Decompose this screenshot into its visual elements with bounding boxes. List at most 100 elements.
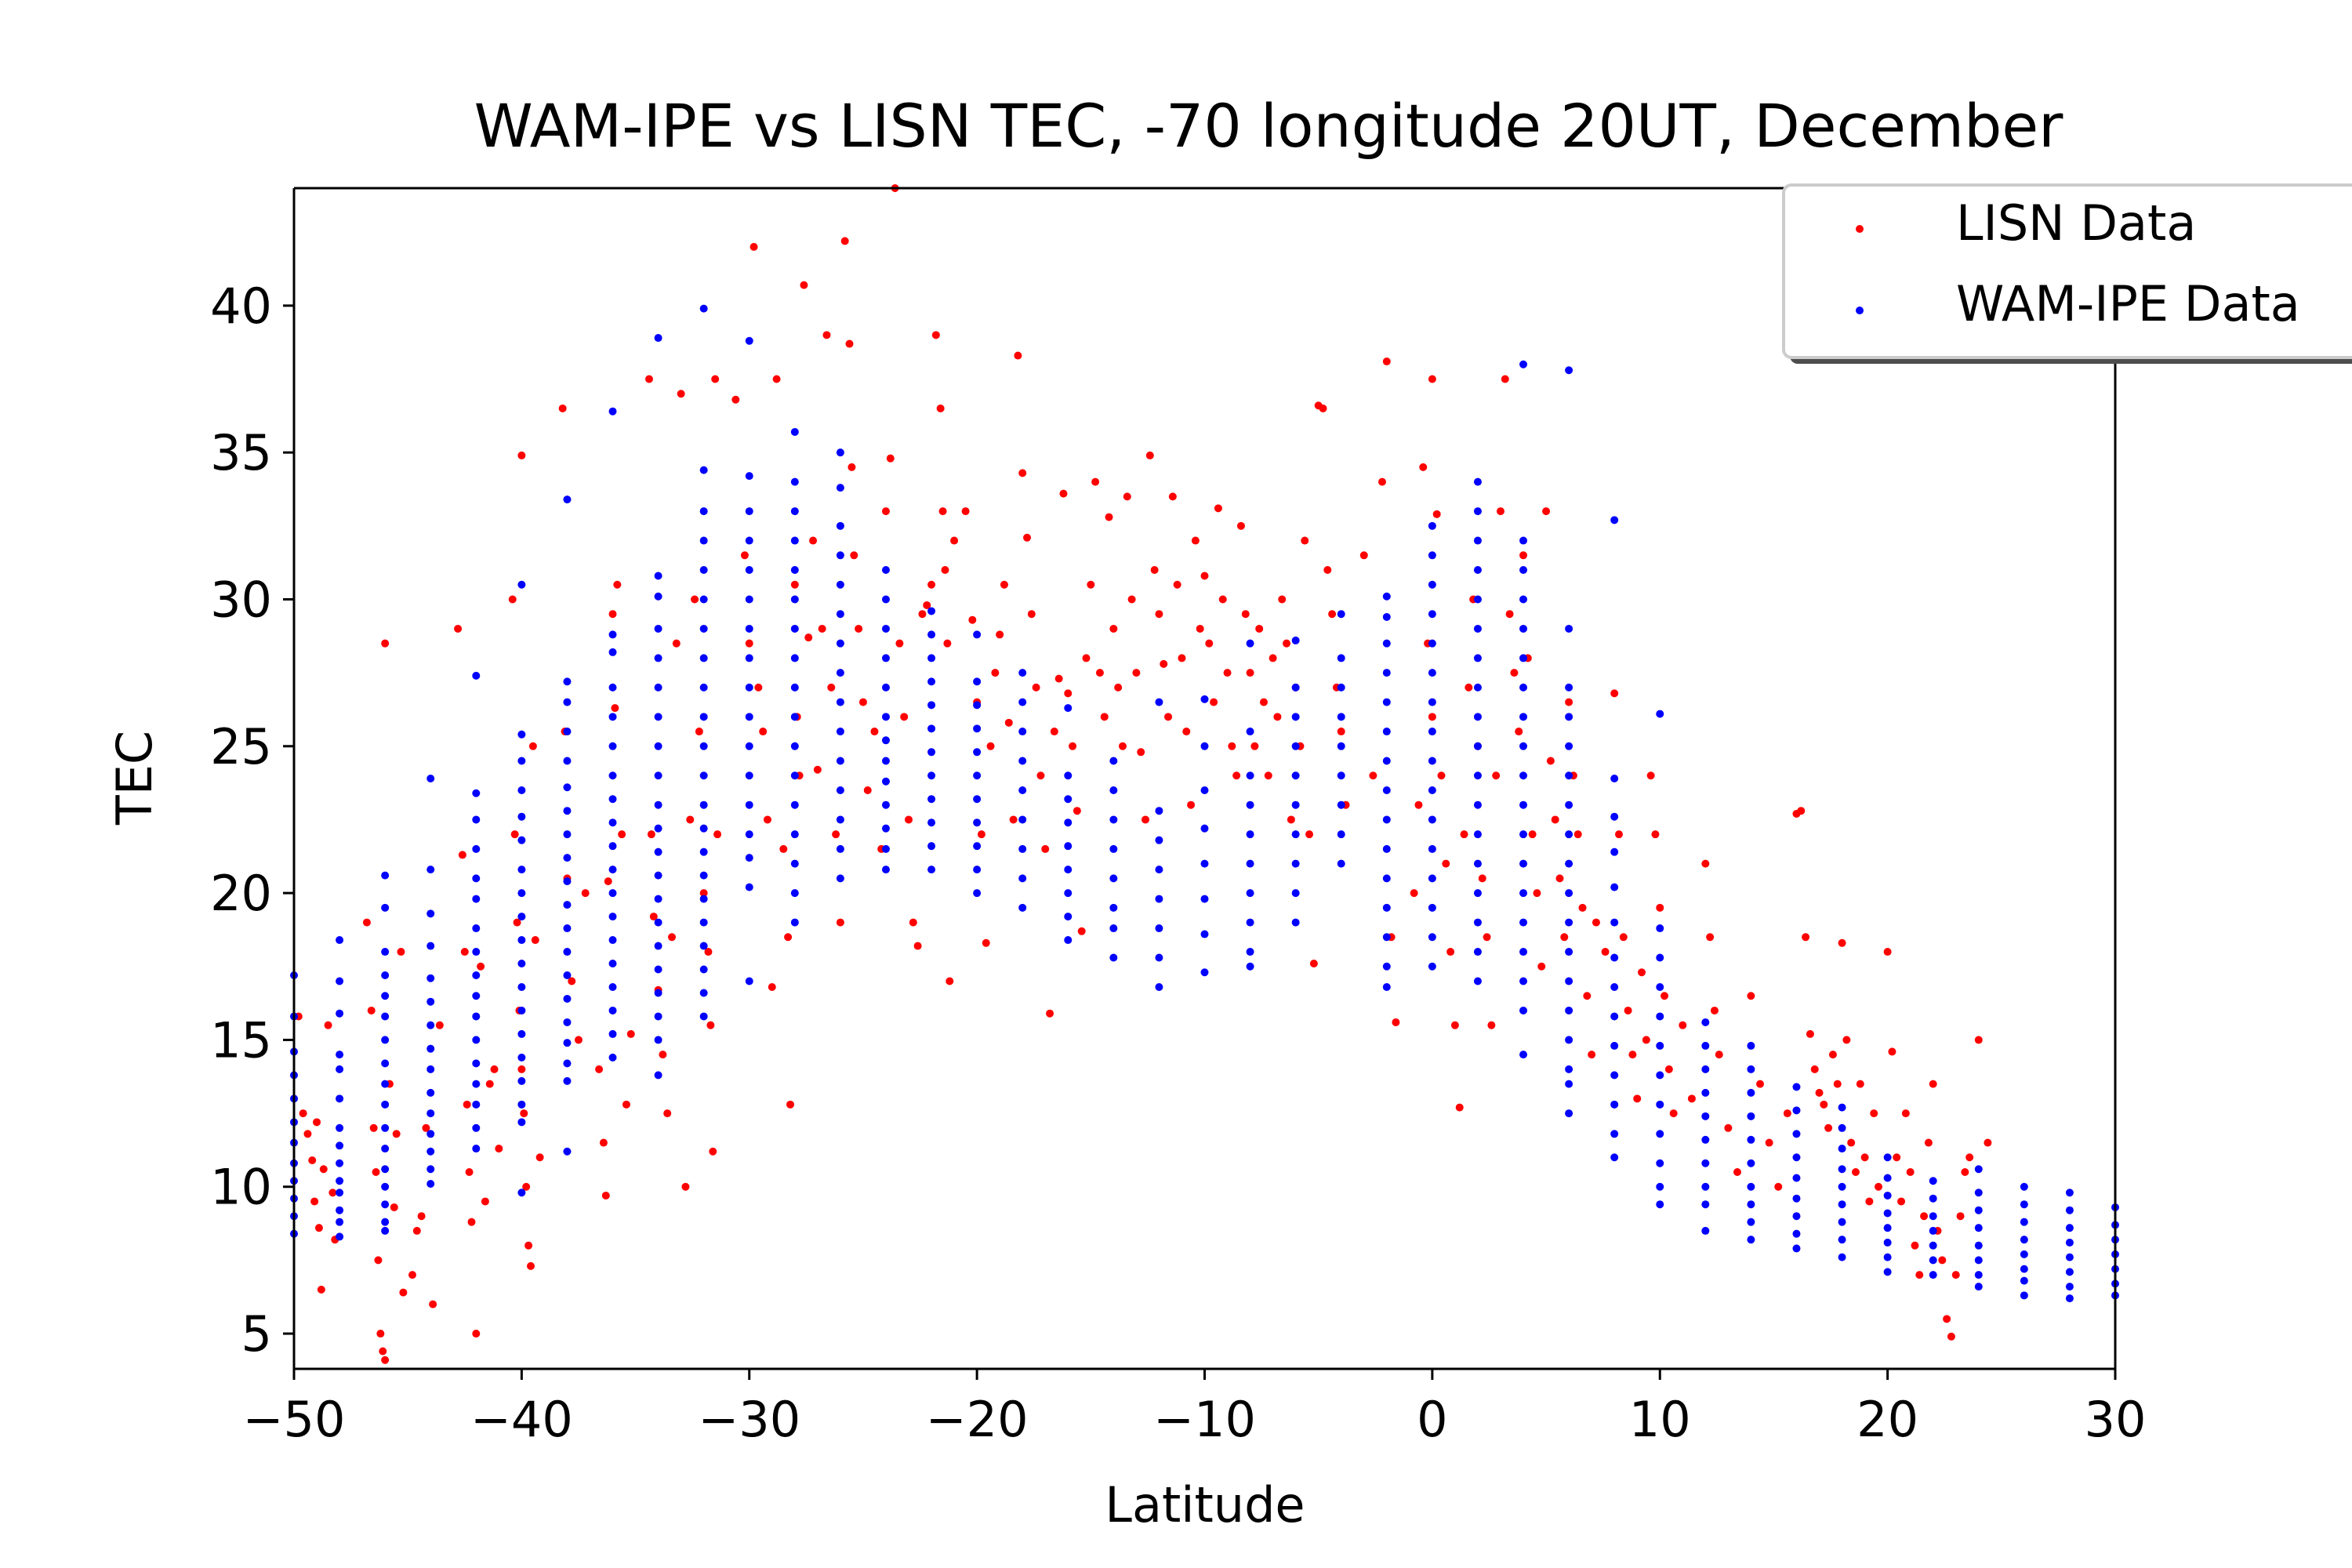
- lisn-data-point: [1965, 1153, 1974, 1162]
- wam-ipe-data-point: [472, 971, 481, 979]
- lisn-data-point: [1601, 948, 1610, 956]
- lisn-data-point: [848, 463, 856, 471]
- lisn-data-point: [923, 601, 931, 609]
- lisn-data-point: [832, 830, 840, 839]
- lisn-data-point: [1091, 477, 1100, 486]
- wam-ipe-data-point: [1382, 815, 1391, 824]
- lisn-data-point: [1542, 507, 1551, 516]
- lisn-data-point: [772, 375, 781, 383]
- lisn-data-point: [381, 1356, 390, 1364]
- wam-ipe-data-point: [608, 630, 617, 639]
- lisn-data-point: [422, 1123, 430, 1132]
- wam-ipe-data-point: [699, 466, 708, 474]
- lisn-data-point: [454, 624, 463, 633]
- lisn-data-point: [1661, 992, 1669, 1000]
- wam-ipe-data-point: [1428, 962, 1436, 971]
- lisn-data-point: [1838, 938, 1846, 947]
- lisn-data-point: [759, 728, 768, 736]
- wam-ipe-data-point: [1929, 1194, 1937, 1203]
- wam-ipe-data-point: [1747, 1041, 1755, 1050]
- wam-ipe-data-point: [836, 815, 844, 824]
- wam-ipe-data-point: [1929, 1241, 1937, 1250]
- wam-ipe-data-point: [1610, 1012, 1619, 1021]
- lisn-data-point: [608, 610, 617, 619]
- wam-ipe-data-point: [745, 654, 753, 662]
- lisn-data-point: [490, 1065, 499, 1073]
- lisn-data-point: [1214, 504, 1222, 513]
- lisn-data-point: [328, 1189, 337, 1197]
- wam-ipe-data-point: [745, 713, 753, 721]
- wam-ipe-data-point: [426, 1065, 435, 1073]
- wam-ipe-data-point: [1519, 713, 1528, 721]
- wam-ipe-data-point: [1883, 1191, 1892, 1200]
- lisn-data-point: [763, 815, 771, 824]
- wam-ipe-data-point: [1565, 366, 1573, 375]
- wam-ipe-data-point: [699, 624, 708, 633]
- x-tick-label: −40: [470, 1391, 573, 1448]
- wam-ipe-data-point: [1428, 698, 1436, 706]
- lisn-data-point: [1951, 1271, 1960, 1279]
- wam-ipe-data-point: [2020, 1276, 2028, 1285]
- wam-ipe-data-point: [745, 507, 753, 516]
- wam-ipe-data-point: [426, 909, 435, 918]
- wam-ipe-data-point: [517, 1006, 526, 1014]
- lisn-data-point: [784, 933, 793, 942]
- wam-ipe-data-point: [654, 824, 662, 833]
- wam-ipe-data-point: [563, 783, 572, 792]
- wam-ipe-data-point: [336, 1065, 344, 1073]
- wam-ipe-data-point: [517, 936, 526, 945]
- wam-ipe-data-point: [1155, 953, 1163, 962]
- wam-ipe-data-point: [1246, 728, 1254, 736]
- lisn-data-point: [1901, 1109, 1910, 1118]
- wam-ipe-data-point: [1656, 1182, 1664, 1191]
- wam-ipe-data-point: [1382, 874, 1391, 883]
- lisn-data-point: [317, 1285, 325, 1294]
- lisn-data-point: [1036, 771, 1045, 780]
- lisn-data-point: [599, 1138, 608, 1147]
- wam-ipe-data-point: [517, 866, 526, 874]
- wam-ipe-data-point: [1382, 728, 1391, 736]
- wam-ipe-data-point: [1064, 866, 1073, 874]
- wam-ipe-data-point: [2065, 1189, 2074, 1197]
- lisn-data-point: [813, 765, 822, 774]
- wam-ipe-data-point: [1701, 1159, 1710, 1167]
- lisn-data-point: [1851, 1168, 1860, 1176]
- lisn-data-point: [1018, 469, 1027, 477]
- wam-ipe-data-point: [1565, 771, 1573, 780]
- wam-ipe-data-point: [336, 1189, 344, 1197]
- wam-ipe-data-point: [381, 1100, 390, 1109]
- lisn-data-point: [1624, 1006, 1632, 1014]
- wam-ipe-data-point: [1473, 683, 1482, 691]
- wam-ipe-data-point: [472, 1036, 481, 1044]
- wam-ipe-data-point: [1701, 1041, 1710, 1050]
- lisn-data-point: [659, 1051, 667, 1059]
- wam-ipe-data-point: [517, 1076, 526, 1085]
- lisn-data-point: [1432, 510, 1441, 518]
- wam-ipe-data-point: [472, 1145, 481, 1153]
- lisn-data-point: [946, 977, 954, 985]
- wam-ipe-data-point: [1747, 1182, 1755, 1191]
- wam-ipe-data-point: [1519, 360, 1528, 368]
- wam-ipe-data-point: [790, 800, 799, 809]
- wam-ipe-data-point: [1473, 536, 1482, 545]
- wam-ipe-data-point: [1382, 639, 1391, 648]
- lisn-data-point: [524, 1241, 533, 1250]
- wam-ipe-data-point: [381, 1059, 390, 1068]
- wam-ipe-data-point: [881, 654, 890, 662]
- lisn-data-point: [1082, 654, 1091, 662]
- wam-ipe-data-point: [1883, 1209, 1892, 1218]
- wam-ipe-data-point: [699, 824, 708, 833]
- wam-ipe-data-point: [927, 748, 936, 757]
- wam-ipe-data-point: [836, 698, 844, 706]
- wam-ipe-data-point: [654, 965, 662, 974]
- wam-ipe-data-point: [1792, 1130, 1801, 1138]
- wam-ipe-data-point: [836, 580, 844, 589]
- wam-ipe-data-point: [1337, 830, 1345, 839]
- wam-ipe-data-point: [426, 974, 435, 982]
- wam-ipe-data-point: [836, 844, 844, 853]
- lisn-data-point: [1232, 771, 1241, 780]
- wam-ipe-data-point: [381, 1226, 390, 1235]
- wam-ipe-data-point: [1519, 1006, 1528, 1014]
- wam-ipe-data-point: [1473, 800, 1482, 809]
- lisn-data-point: [1337, 728, 1345, 736]
